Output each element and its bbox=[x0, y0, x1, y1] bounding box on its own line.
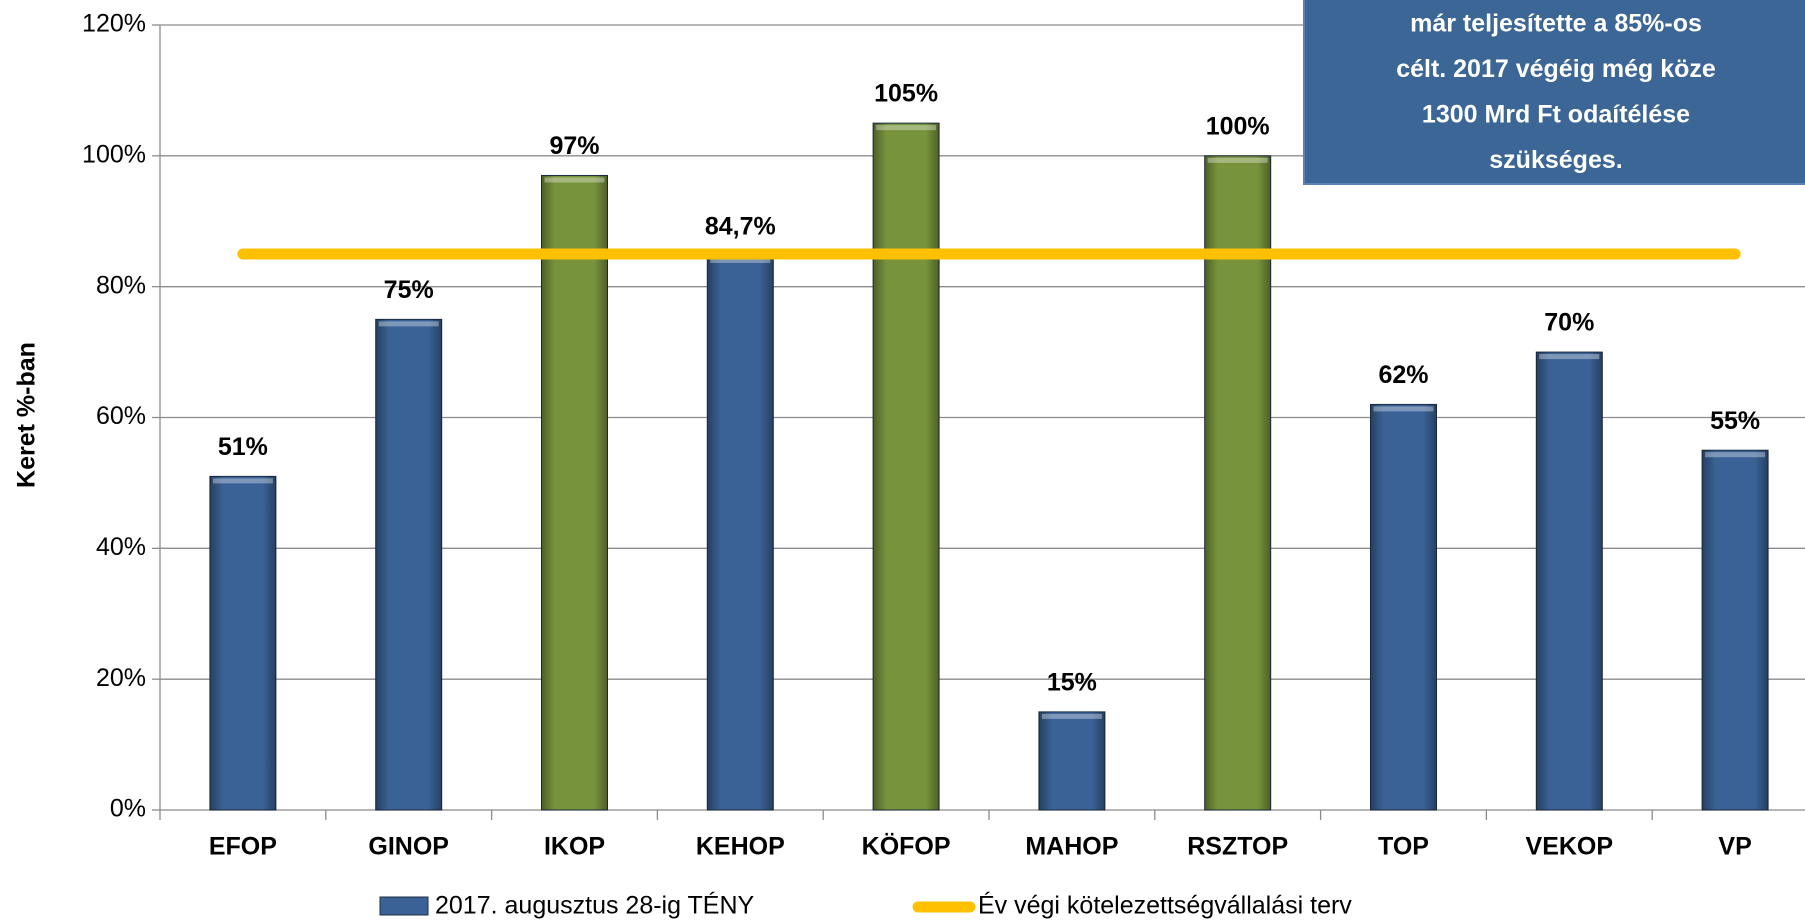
bar-highlight bbox=[544, 177, 605, 183]
bar-shade bbox=[1204, 155, 1271, 811]
value-label: 70% bbox=[1544, 309, 1594, 337]
y-tick-label: 100% bbox=[82, 140, 146, 168]
annotation-text: 1300 Mrd Ft odaítélése bbox=[1422, 101, 1690, 129]
value-label: 51% bbox=[218, 433, 268, 461]
x-tick-label: VEKOP bbox=[1526, 833, 1614, 861]
bar-highlight bbox=[876, 125, 937, 131]
value-label: 75% bbox=[384, 276, 434, 304]
legend-label: 2017. augusztus 28-ig TÉNY bbox=[435, 891, 755, 920]
bar-highlight bbox=[1539, 354, 1600, 360]
bar-shade bbox=[1038, 711, 1105, 810]
x-tick-label: KÖFOP bbox=[862, 832, 951, 861]
legend-label: Év végi kötelezettségvállalási terv bbox=[978, 891, 1352, 920]
value-label: 55% bbox=[1710, 407, 1760, 435]
bar-highlight bbox=[378, 321, 439, 327]
bar-shade bbox=[873, 123, 940, 810]
y-tick-label: 40% bbox=[96, 533, 146, 561]
bar-shade bbox=[707, 255, 774, 810]
bar-highlight bbox=[1041, 713, 1102, 719]
value-label: 15% bbox=[1047, 668, 1097, 696]
y-tick-label: 0% bbox=[110, 795, 146, 823]
bar-shade bbox=[375, 319, 442, 810]
annotation-text: szükséges. bbox=[1489, 146, 1622, 174]
bar-highlight bbox=[1373, 406, 1434, 412]
x-tick-label: RSZTOP bbox=[1187, 833, 1288, 861]
y-tick-label: 60% bbox=[96, 402, 146, 430]
annotation-text: már teljesítette a 85%-os bbox=[1410, 10, 1702, 38]
bar-highlight bbox=[710, 257, 771, 263]
bar-highlight bbox=[1207, 157, 1268, 163]
x-tick-label: TOP bbox=[1378, 833, 1429, 861]
value-label: 97% bbox=[549, 132, 599, 160]
bar-shade bbox=[209, 476, 276, 810]
value-label: 62% bbox=[1378, 361, 1428, 389]
value-label: 84,7% bbox=[705, 213, 776, 241]
x-tick-label: IKOP bbox=[544, 833, 605, 861]
legend-swatch bbox=[379, 896, 429, 916]
value-label: 100% bbox=[1206, 112, 1270, 140]
x-tick-label: EFOP bbox=[209, 833, 277, 861]
y-axis-title: Keret %-ban bbox=[13, 342, 41, 488]
value-label: 105% bbox=[874, 80, 938, 108]
y-tick-label: 120% bbox=[82, 10, 146, 38]
bar-highlight bbox=[1705, 452, 1766, 458]
y-tick-label: 20% bbox=[96, 664, 146, 692]
x-tick-label: VP bbox=[1718, 833, 1751, 861]
annotation-text: célt. 2017 végéig még köze bbox=[1396, 55, 1716, 83]
bar-shade bbox=[541, 175, 608, 811]
bar-highlight bbox=[212, 478, 273, 484]
y-tick-label: 80% bbox=[96, 271, 146, 299]
x-tick-label: KEHOP bbox=[696, 833, 785, 861]
bar-shade bbox=[1536, 352, 1603, 810]
bar-shade bbox=[1370, 404, 1437, 810]
annotation-box bbox=[1303, 0, 1805, 185]
bar-shade bbox=[1702, 450, 1769, 810]
x-tick-label: MAHOP bbox=[1025, 833, 1118, 861]
x-tick-label: GINOP bbox=[368, 833, 449, 861]
